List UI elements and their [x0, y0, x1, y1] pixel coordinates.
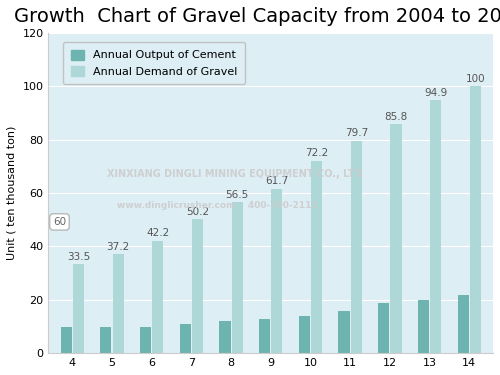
Bar: [470, 86, 481, 353]
Bar: [430, 100, 441, 353]
Bar: [100, 327, 112, 353]
Text: 42.2: 42.2: [146, 228, 170, 238]
Text: 72.2: 72.2: [305, 148, 328, 159]
Bar: [272, 189, 282, 353]
Bar: [338, 310, 349, 353]
Y-axis label: Unit ( ten thousand ton): Unit ( ten thousand ton): [7, 126, 17, 260]
Text: www.dinglicrusher.com    400-700-2111: www.dinglicrusher.com 400-700-2111: [117, 201, 318, 210]
Bar: [60, 327, 72, 353]
Bar: [390, 124, 402, 353]
Text: 94.9: 94.9: [424, 88, 448, 98]
Bar: [418, 300, 429, 353]
Text: 50.2: 50.2: [186, 207, 209, 217]
Bar: [192, 219, 203, 353]
Text: 60: 60: [53, 217, 66, 227]
Bar: [220, 321, 230, 353]
Text: 79.7: 79.7: [344, 128, 368, 138]
Text: 85.8: 85.8: [384, 112, 407, 122]
Bar: [152, 241, 164, 353]
Legend: Annual Output of Cement, Annual Demand of Gravel: Annual Output of Cement, Annual Demand o…: [63, 42, 245, 84]
Bar: [140, 327, 151, 353]
Text: 100: 100: [466, 74, 485, 84]
Bar: [458, 294, 468, 353]
Text: 61.7: 61.7: [266, 177, 288, 186]
Text: 33.5: 33.5: [67, 252, 90, 262]
Text: 37.2: 37.2: [106, 242, 130, 252]
Text: 56.5: 56.5: [226, 190, 249, 200]
Bar: [259, 318, 270, 353]
Bar: [299, 316, 310, 353]
Bar: [311, 160, 322, 353]
Bar: [378, 303, 390, 353]
Bar: [112, 254, 124, 353]
Bar: [73, 264, 84, 353]
Bar: [232, 202, 242, 353]
Text: XINXIANG DINGLI MINING EQUIPMENT CO., LTD: XINXIANG DINGLI MINING EQUIPMENT CO., LT…: [108, 169, 363, 179]
Bar: [350, 141, 362, 353]
Title: Growth  Chart of Gravel Capacity from 2004 to 2014: Growth Chart of Gravel Capacity from 200…: [14, 7, 500, 26]
Bar: [180, 324, 191, 353]
